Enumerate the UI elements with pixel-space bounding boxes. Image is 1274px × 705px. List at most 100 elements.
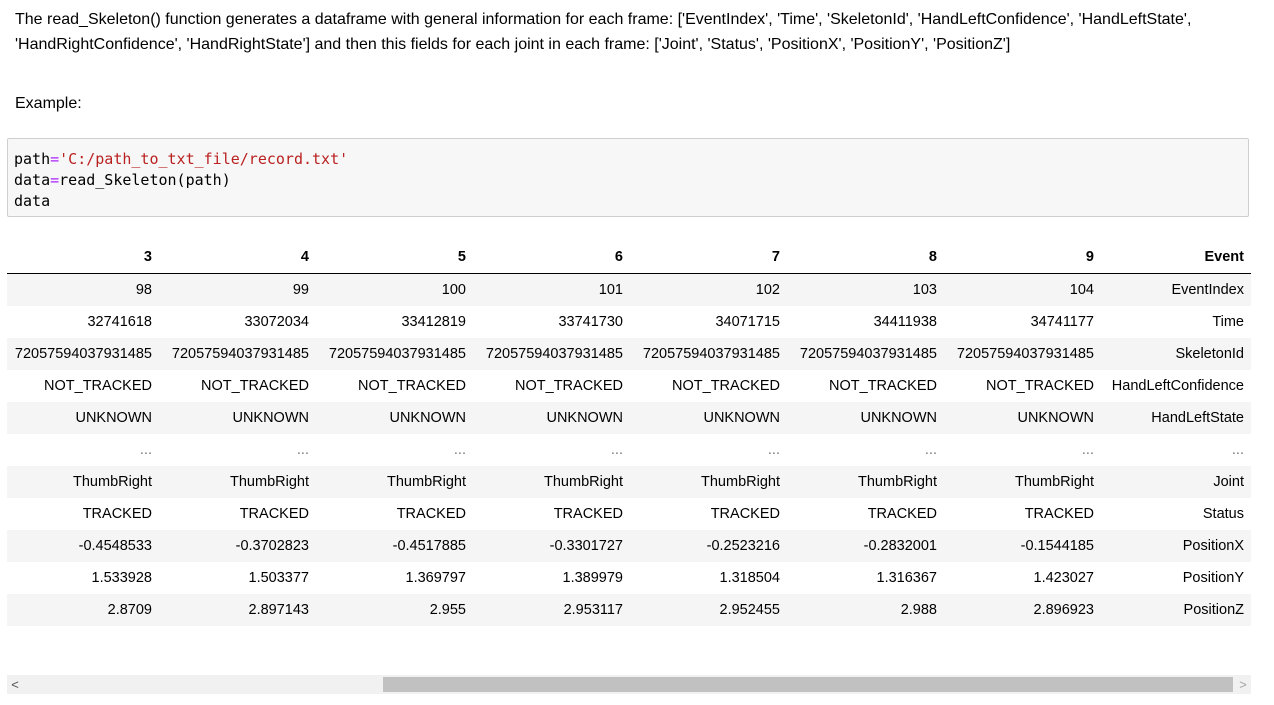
code-block[interactable]: path = 'C:/path_to_txt_file/record.txt' da… [8, 139, 1248, 212]
table-cell: 33072034 [244, 314, 309, 330]
table-cell: UNKNOWN [703, 410, 780, 426]
column-header: 6 [473, 240, 630, 274]
table-cell: SkeletonId [1175, 346, 1244, 362]
table-cell: 72057594037931485 [328, 346, 466, 362]
table-cell: HandLeftState [1151, 410, 1244, 426]
table-cell: 34741177 [1030, 314, 1094, 330]
table-cell: ThumbRight [701, 474, 780, 490]
table-cell: 2.988 [900, 602, 937, 618]
table-cell: TRACKED [710, 506, 780, 522]
table-cell: TRACKED [867, 506, 937, 522]
table-cell: 2.952455 [719, 602, 780, 618]
table-cell: ... [139, 442, 152, 458]
code-call: read_Skeleton(path) [59, 171, 231, 189]
code-var-data: data [14, 171, 51, 189]
table-row: -0.4548533 -0.3702823 -0.4517885 -0.3301727… [7, 530, 1251, 562]
table-cell: ... [1231, 442, 1244, 458]
table-cell: -0.2832001 [863, 538, 937, 554]
table-cell: UNKNOWN [1017, 410, 1094, 426]
table-row: 72057594037931485 72057594037931485 720575… [7, 338, 1251, 370]
table-cell: 1.318504 [719, 570, 780, 586]
table-cell: -0.3702823 [235, 538, 309, 554]
column-header: 4 [159, 240, 316, 274]
table-row: TRACKED TRACKED TRACKED TRACKED TRACKED TRACK… [7, 498, 1251, 530]
table-cell: 32741618 [87, 314, 152, 330]
table-cell: EventIndex [1171, 282, 1244, 298]
table-cell: 1.503377 [248, 570, 309, 586]
table-cell: ThumbRight [858, 474, 937, 490]
code-cell[interactable]: path = 'C:/path_to_txt_file/record.txt' da… [7, 138, 1249, 217]
table-cell: NOT_TRACKED [672, 378, 780, 394]
table-row: 98 99 100 101 102 103 104 EventIndex [7, 273, 1251, 306]
table-cell: 34411938 [873, 314, 937, 330]
table-cell: 100 [441, 282, 466, 298]
table-cell: ThumbRight [387, 474, 466, 490]
code-operator: = [50, 171, 60, 189]
code-string: 'C:/path_to_txt_file/record.txt' [59, 150, 349, 168]
table-cell: ... [296, 442, 309, 458]
table-row: ........................ [7, 434, 1251, 466]
table-cell: 34071715 [715, 314, 780, 330]
table-cell: UNKNOWN [546, 410, 623, 426]
table-cell: ThumbRight [1015, 474, 1094, 490]
table-cell: ThumbRight [230, 474, 309, 490]
table-cell: NOT_TRACKED [358, 378, 466, 394]
column-header: 7 [630, 240, 787, 274]
table-cell: 1.316367 [876, 570, 937, 586]
column-header: 8 [787, 240, 944, 274]
table-row: UNKNOWN UNKNOWN UNKNOWN UNKNOWN UNKNOWN UNKNO… [7, 402, 1251, 434]
table-cell: 72057594037931485 [485, 346, 623, 362]
table-cell: PositionZ [1183, 602, 1244, 618]
table-cell: PositionY [1182, 570, 1244, 586]
table-cell: TRACKED [82, 506, 152, 522]
table-cell: NOT_TRACKED [515, 378, 623, 394]
example-label: Example: [15, 95, 82, 112]
table-cell: UNKNOWN [389, 410, 466, 426]
table-body: 98 99 100 101 102 103 104 EventIndex 32741618 330… [7, 273, 1251, 626]
header-row: 3 4 5 6 7 8 9 Event [7, 240, 1251, 274]
table-row: ThumbRight ThumbRight ThumbRight ThumbRight… [7, 466, 1251, 498]
dataframe-output: 3 4 5 6 7 8 9 Event 98 99 100 101 102 103 104 EventInd… [7, 240, 1251, 626]
table-cell: -0.2523216 [706, 538, 780, 554]
dataframe-table: 3 4 5 6 7 8 9 Event 98 99 100 101 102 103 104 EventInd… [7, 240, 1251, 626]
table-cell: 1.369797 [405, 570, 466, 586]
column-header: 5 [316, 240, 473, 274]
table-cell: 1.389979 [562, 570, 623, 586]
scrollbar-thumb[interactable] [383, 677, 1233, 692]
table-cell: ... [924, 442, 937, 458]
table-cell: 2.8709 [107, 602, 152, 618]
markdown-cell: The read_Skeleton() function generates a… [15, 7, 1260, 116]
table-cell: ThumbRight [544, 474, 623, 490]
scroll-right-arrow[interactable]: > [1239, 677, 1247, 692]
table-cell: -0.4548533 [78, 538, 152, 554]
table-cell: TRACKED [396, 506, 466, 522]
table-cell: UNKNOWN [75, 410, 152, 426]
table-row: NOT_TRACKED NOT_TRACKED NOT_TRACKED NOT_TRA… [7, 370, 1251, 402]
table-cell: 72057594037931485 [14, 346, 152, 362]
table-row: 2.8709 2.897143 2.955 2.953117 2.952455 2.988… [7, 594, 1251, 626]
table-cell: 2.955 [429, 602, 466, 618]
table-cell: ... [1081, 442, 1094, 458]
table-cell: TRACKED [553, 506, 623, 522]
table-cell: UNKNOWN [860, 410, 937, 426]
table-cell: 101 [598, 282, 623, 298]
code-var-path: path [14, 150, 51, 168]
table-cell: Joint [1213, 474, 1244, 490]
table-cell: 72057594037931485 [799, 346, 937, 362]
table-cell: 1.423027 [1033, 570, 1094, 586]
table-cell: NOT_TRACKED [829, 378, 937, 394]
table-cell: UNKNOWN [232, 410, 309, 426]
column-header: 9 [944, 240, 1101, 274]
table-cell: 102 [755, 282, 780, 298]
horizontal-scrollbar[interactable]: < > [7, 675, 1251, 694]
table-cell: 2.897143 [248, 602, 309, 618]
code-output-var: data [14, 192, 51, 210]
table-cell: 104 [1069, 282, 1094, 298]
table-cell: NOT_TRACKED [44, 378, 152, 394]
table-row: 1.533928 1.503377 1.369797 1.389979 1.318504… [7, 562, 1251, 594]
table-cell: Time [1212, 314, 1244, 330]
table-cell: HandLeftConfidence [1111, 378, 1244, 394]
table-cell: 72057594037931485 [956, 346, 1094, 362]
table-cell: PositionX [1182, 538, 1244, 554]
scroll-left-arrow[interactable]: < [11, 677, 19, 692]
